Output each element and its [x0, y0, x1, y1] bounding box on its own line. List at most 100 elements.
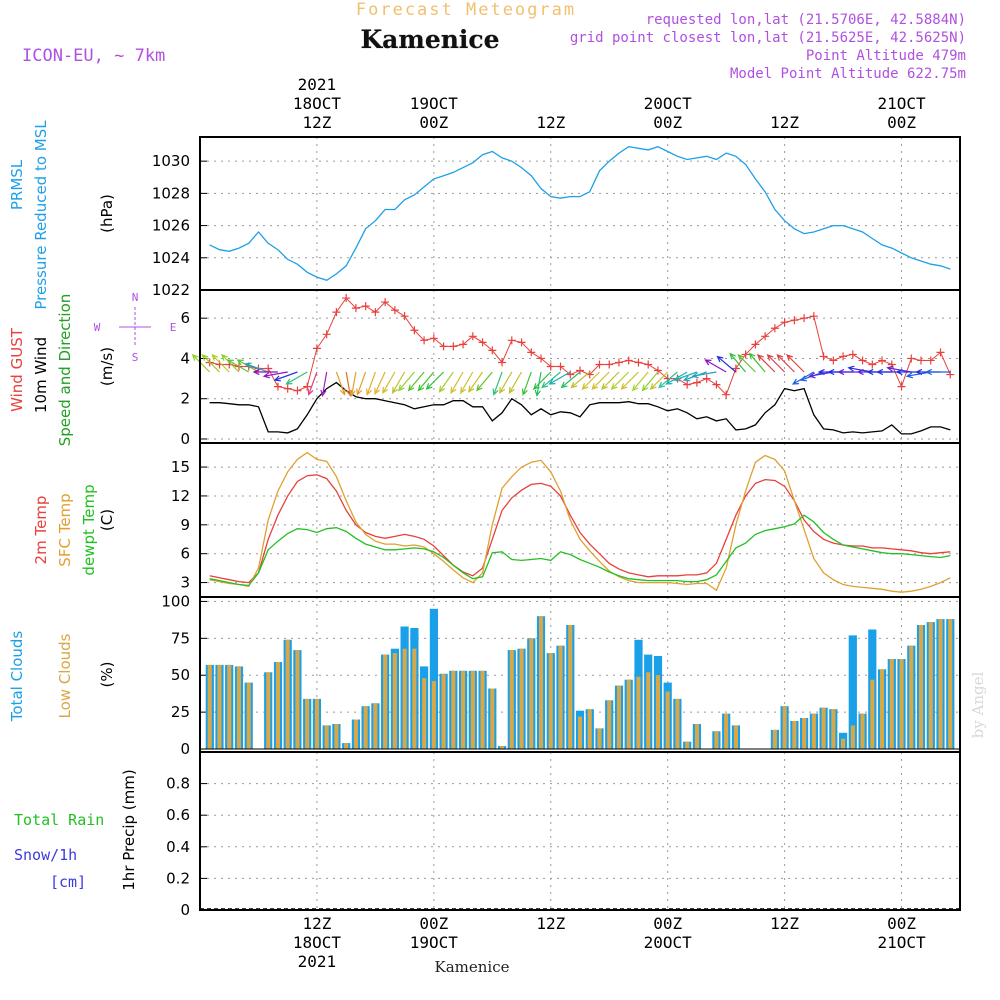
- gust-marker: [692, 378, 701, 387]
- gust-marker: [858, 356, 867, 365]
- gust-marker: [848, 350, 857, 359]
- gust-label: Wind GUST: [8, 327, 26, 412]
- wind-direction-arrow: [252, 368, 278, 376]
- gust-marker: [761, 332, 770, 341]
- unit-label: (C): [98, 509, 116, 531]
- low-cloud-bar: [626, 679, 631, 750]
- gust-marker: [741, 350, 750, 359]
- gust-marker: [907, 354, 916, 363]
- wind-direction-arrow: [285, 371, 308, 385]
- y-tick-label: 3: [180, 574, 190, 592]
- low-clouds-label: Low Clouds: [56, 633, 74, 718]
- low-cloud-bar: [246, 682, 251, 749]
- clouds-panel: 0 25 50 75 100 (%) Total Clouds Low Clouds: [8, 592, 961, 758]
- gust-marker: [936, 348, 945, 357]
- top-time-label: 19OCT: [410, 94, 459, 113]
- pressure-panel: 1022 1024 1026 1028 1030 (hPa) PRMSL Pressure R…: [8, 120, 961, 310]
- low-cloud-bar: [392, 653, 397, 750]
- low-cloud-bar: [909, 645, 914, 749]
- wind-direction-arrow: [211, 354, 230, 373]
- low-cloud-bar: [607, 700, 612, 749]
- gust-marker: [897, 382, 906, 391]
- low-cloud-bar: [519, 648, 524, 750]
- wind-direction-arrow: [425, 371, 445, 390]
- y-tick-label: 0.4: [166, 838, 190, 856]
- wind-direction-arrow: [560, 371, 581, 389]
- wind-direction-arrow: [345, 371, 353, 397]
- top-time-label: 21OCT: [877, 94, 926, 113]
- dewpt-label: dewpt Temp: [80, 484, 98, 575]
- gust-marker: [770, 324, 779, 333]
- wind-direction-arrow: [226, 359, 249, 373]
- total-cloud-bar: [848, 635, 857, 750]
- wind-direction-arrow: [641, 371, 659, 392]
- low-cloud-bar: [363, 706, 368, 749]
- gust-marker: [498, 358, 507, 367]
- bottom-time-label: 21OCT: [877, 933, 926, 952]
- gust-marker: [488, 346, 497, 355]
- gust-marker: [420, 336, 429, 345]
- gust-marker: [478, 338, 487, 347]
- gust-marker: [839, 352, 848, 361]
- footer-location: Kamenice: [435, 958, 510, 976]
- low-cloud-bar: [334, 724, 339, 750]
- temp-series-line: [209, 474, 951, 584]
- low-cloud-bar: [529, 638, 534, 749]
- wind-direction-arrow: [467, 371, 484, 393]
- temperature-panel: 3 6 9 12 15 (C) 2m Temp SFC Temp dewpt Temp: [32, 442, 961, 598]
- y-tick-label: 0: [180, 740, 190, 758]
- temp-series-line: [209, 514, 951, 587]
- wind-direction-arrow: [548, 371, 571, 385]
- gust-marker: [566, 370, 575, 379]
- low-cloud-bar: [490, 688, 495, 749]
- total-clouds-label: Total Clouds: [8, 631, 26, 723]
- gust-marker: [809, 312, 818, 321]
- wind-direction-arrow: [335, 371, 346, 396]
- y-tick-label: 25: [171, 703, 190, 721]
- wind-direction-arrow: [716, 355, 737, 373]
- low-cloud-bar: [558, 645, 563, 749]
- low-cloud-bar: [811, 713, 816, 749]
- low-cloud-bar: [821, 707, 826, 749]
- gust-marker: [507, 336, 516, 345]
- wind-direction-arrow: [610, 371, 630, 390]
- requested-coords: requested lon,lat (21.5706E, 42.5884N): [646, 12, 966, 28]
- unit-label: (hPa): [98, 194, 116, 233]
- low-cloud-bar: [470, 670, 475, 749]
- low-cloud-bar: [587, 709, 592, 750]
- wind-direction-arrow: [766, 354, 786, 373]
- wind-direction-arrow: [356, 371, 367, 396]
- top-time-label: 12Z: [302, 113, 331, 132]
- page-title: Kamenice: [360, 25, 499, 54]
- wind-direction-arrow: [756, 354, 776, 373]
- gust-marker: [614, 358, 623, 367]
- gust-marker: [312, 344, 321, 353]
- grid-coords: grid point closest lon,lat (21.5625E, 42…: [570, 30, 966, 46]
- top-time-label: 20OCT: [644, 94, 693, 113]
- gust-marker: [702, 374, 711, 383]
- y-tick-label: 15: [171, 458, 190, 476]
- wind-direction-arrow: [704, 359, 727, 373]
- wind-direction-arrow: [532, 371, 552, 390]
- bottom-time-label: 20OCT: [644, 933, 693, 952]
- y-tick-label: 0.6: [166, 806, 190, 824]
- bottom-time-label: 12Z: [770, 914, 799, 933]
- wind-direction-arrow: [581, 371, 600, 390]
- wind-direction-arrow: [691, 371, 717, 379]
- pressure-sublabel: Pressure Reduced to MSL: [32, 120, 50, 310]
- wind-direction-arrow: [320, 371, 328, 397]
- gust-marker: [449, 342, 458, 351]
- wind-direction-arrow: [460, 371, 474, 395]
- bottom-time-label: 2021: [298, 952, 337, 971]
- low-cloud-bar: [938, 619, 943, 749]
- gust-marker: [371, 308, 380, 317]
- wind-direction-arrow: [201, 354, 220, 373]
- y-tick-label: 0: [180, 430, 190, 448]
- top-time-label: 00Z: [653, 113, 682, 132]
- low-cloud-bar: [578, 716, 583, 750]
- gust-marker: [468, 332, 477, 341]
- wind-direction-arrow: [476, 371, 493, 392]
- wind-direction-arrow: [631, 371, 649, 392]
- y-tick-label: 1024: [152, 249, 190, 267]
- wind-direction-arrow: [450, 371, 464, 395]
